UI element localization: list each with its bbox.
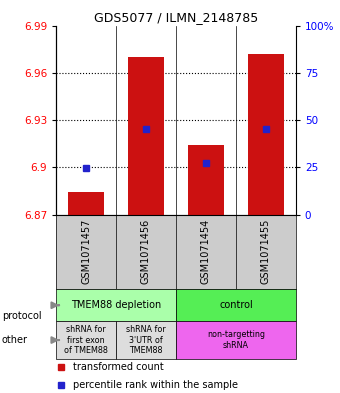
Bar	[176, 321, 296, 359]
Text: control: control	[219, 300, 253, 310]
Bar	[188, 145, 224, 215]
Text: GSM1071456: GSM1071456	[141, 219, 151, 285]
Bar	[116, 321, 176, 359]
Title: GDS5077 / ILMN_2148785: GDS5077 / ILMN_2148785	[94, 11, 258, 24]
Text: other: other	[2, 335, 28, 345]
Bar	[248, 54, 284, 215]
Text: non-targetting
shRNA: non-targetting shRNA	[207, 331, 265, 350]
Text: transformed count: transformed count	[73, 362, 164, 372]
Text: shRNA for
first exon
of TMEM88: shRNA for first exon of TMEM88	[64, 325, 108, 355]
Text: TMEM88 depletion: TMEM88 depletion	[71, 300, 161, 310]
Bar	[68, 193, 104, 215]
Text: protocol: protocol	[2, 311, 41, 321]
Text: GSM1071457: GSM1071457	[81, 219, 91, 285]
Bar	[56, 321, 116, 359]
Text: GSM1071454: GSM1071454	[201, 219, 211, 285]
Bar	[176, 289, 296, 321]
Bar	[128, 57, 164, 215]
Text: percentile rank within the sample: percentile rank within the sample	[73, 380, 238, 389]
Text: shRNA for
3'UTR of
TMEM88: shRNA for 3'UTR of TMEM88	[126, 325, 166, 355]
Text: GSM1071455: GSM1071455	[261, 219, 271, 285]
Bar	[56, 289, 176, 321]
